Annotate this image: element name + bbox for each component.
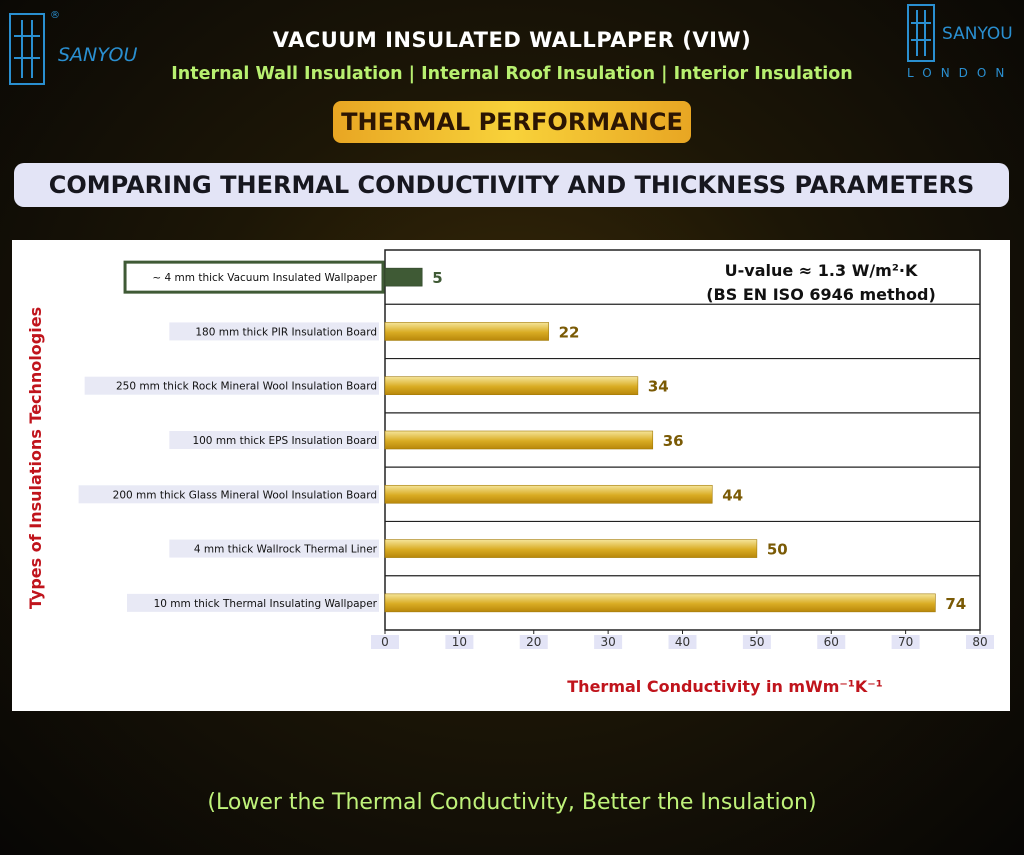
- category-label: ~ 4 mm thick Vacuum Insulated Wallpaper: [152, 272, 377, 284]
- x-tick-label: 50: [749, 635, 764, 649]
- sanyou-london-logo-icon: [907, 4, 935, 62]
- brand-right: SANYOU: [942, 24, 1013, 44]
- bar-value-label: 74: [945, 595, 966, 613]
- bar: [384, 376, 639, 396]
- x-tick-bg: [742, 635, 771, 649]
- highlight-box: [123, 260, 385, 294]
- bar-value-label: 36: [663, 432, 684, 450]
- x-tick-label: 20: [526, 635, 541, 649]
- page-subtitle: Internal Wall Insulation | Internal Roof…: [171, 64, 853, 84]
- bar-chart: ~ 4 mm thick Vacuum Insulated Wallpaper 5…: [26, 249, 994, 696]
- category-label: 200 mm thick Glass Mineral Wool Insulati…: [113, 489, 377, 501]
- category-label-bg: [169, 539, 379, 558]
- registered-mark: ®: [50, 10, 60, 21]
- x-tick-bg: [817, 635, 846, 649]
- sanyou-logo-icon: [9, 13, 45, 85]
- category-label-bg: [84, 376, 380, 395]
- x-tick-bg: [668, 635, 697, 649]
- category-label: 100 mm thick EPS Insulation Board: [192, 435, 377, 447]
- page-title: VACUUM INSULATED WALLPAPER (VIW): [272, 28, 752, 52]
- category-label-bg: [169, 431, 379, 449]
- x-tick-bg: [594, 635, 623, 649]
- method-annotation: (BS EN ISO 6946 method): [706, 285, 936, 304]
- u-value-annotation: U-value ≈ 1.3 W/m²·K: [725, 261, 918, 280]
- y-axis-title: Types of Insulations Technologies: [26, 307, 45, 609]
- category-label-bg: [127, 593, 379, 612]
- x-tick-label: 0: [381, 635, 389, 649]
- category-label: 180 mm thick PIR Insulation Board: [195, 326, 377, 338]
- bar-value-label: 5: [432, 269, 442, 287]
- bar: [384, 593, 936, 613]
- x-tick-bg: [966, 635, 994, 649]
- bar: [384, 322, 549, 341]
- bar-value-label: 34: [648, 378, 669, 396]
- x-tick-label: 30: [600, 635, 615, 649]
- x-axis-title: Thermal Conductivity in mWm⁻¹K⁻¹: [567, 677, 882, 696]
- thermal-performance-badge: THERMAL PERFORMANCE: [333, 101, 691, 143]
- bar: [384, 484, 713, 504]
- x-tick-bg: [445, 635, 474, 649]
- bar: [384, 430, 654, 450]
- bar-value-label: 50: [767, 541, 788, 559]
- x-tick-bg: [371, 635, 399, 649]
- category-label: 10 mm thick Thermal Insulating Wallpaper: [154, 598, 378, 610]
- category-label-bg: [78, 485, 379, 504]
- x-tick-bg: [519, 635, 548, 649]
- x-tick-label: 40: [675, 635, 690, 649]
- bar: [384, 267, 423, 287]
- x-tick-label: 80: [972, 635, 987, 649]
- comparison-banner: COMPARING THERMAL CONDUCTIVITY AND THICK…: [14, 163, 1009, 207]
- brand-left: SANYOU: [58, 44, 138, 66]
- chart-panel: ~ 4 mm thick Vacuum Insulated Wallpaper 5…: [12, 240, 1010, 711]
- bar-value-label: 22: [559, 323, 580, 341]
- brand-right-sub: LONDON: [907, 66, 1014, 80]
- bar: [384, 539, 758, 558]
- footer-note: (Lower the Thermal Conductivity, Better …: [207, 790, 817, 815]
- x-tick-bg: [891, 635, 920, 649]
- category-label-bg: [169, 322, 379, 341]
- category-label: 4 mm thick Wallrock Thermal Liner: [194, 544, 378, 556]
- category-label: 250 mm thick Rock Mineral Wool Insulatio…: [116, 381, 377, 393]
- x-tick-label: 10: [452, 635, 467, 649]
- bar-value-label: 44: [722, 486, 743, 504]
- x-tick-label: 70: [898, 635, 913, 649]
- x-tick-label: 60: [824, 635, 839, 649]
